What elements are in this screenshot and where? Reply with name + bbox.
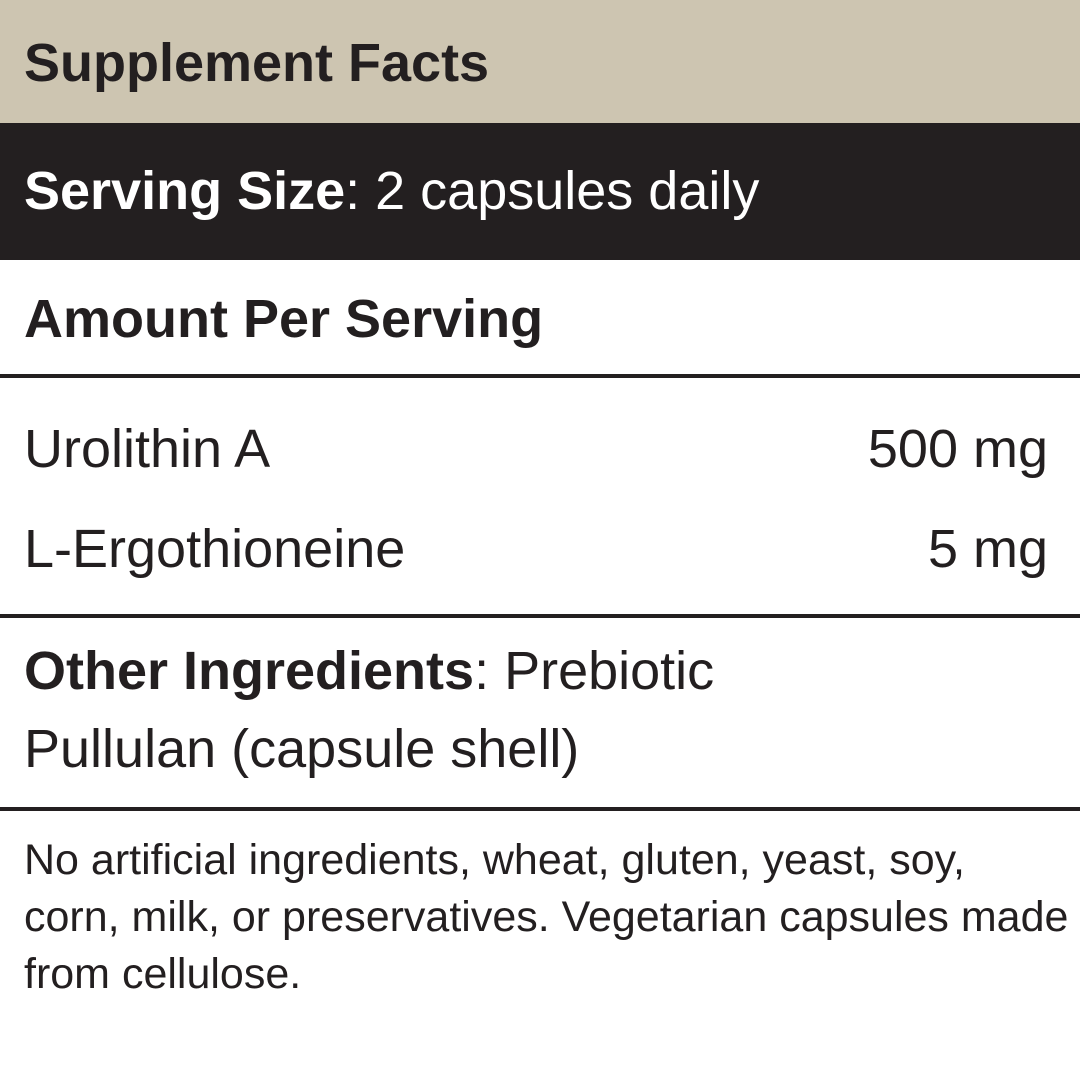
other-ingredients-value: : Prebiotic Pullulan (capsule shell) (24, 641, 715, 779)
ingredient-amount: 500 mg (867, 419, 1048, 479)
ingredient-row: L-Ergothioneine 5 mg (24, 518, 1048, 580)
notes: No artificial ingredients, wheat, gluten… (24, 836, 1069, 998)
divider (0, 374, 1080, 378)
panel-title: Supplement Facts (0, 0, 1080, 123)
ingredient-amount: 5 mg (927, 519, 1048, 579)
other-ingredients: Other Ingredients: Prebiotic Pullulan (c… (0, 632, 1080, 788)
amount-per-serving-header: Amount Per Serving (24, 289, 544, 349)
ingredient-row: Urolithin A 500 mg (24, 418, 1048, 480)
other-ingredients-label: Other Ingredients (24, 641, 475, 701)
ingredient-name: L-Ergothioneine (24, 519, 406, 579)
divider (0, 807, 1080, 811)
divider (0, 614, 1080, 618)
ingredient-name: Urolithin A (24, 419, 271, 479)
serving-size-value: : 2 capsules daily (345, 161, 760, 221)
serving-size: Serving Size: 2 capsules daily (0, 123, 1080, 260)
serving-size-label: Serving Size (24, 161, 346, 221)
